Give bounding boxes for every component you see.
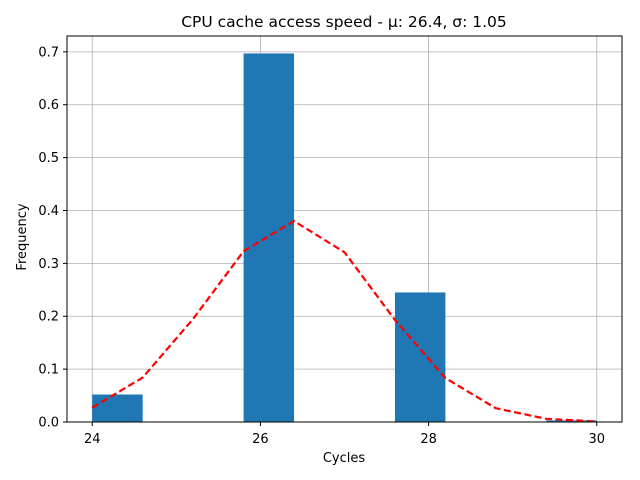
y-axis-label: Frequency [15,203,30,270]
x-tick-label: 24 [84,432,101,447]
x-tick-label: 30 [588,432,605,447]
histogram-bar [92,394,143,422]
x-axis-label: Cycles [323,451,366,466]
y-tick-label: 0.6 [38,98,59,113]
y-tick-label: 0.2 [38,310,59,325]
x-tick-label: 28 [420,432,437,447]
y-tick-label: 0.3 [38,257,59,272]
y-tick-label: 0.5 [38,151,59,166]
y-tick-label: 0.1 [38,363,59,378]
y-tick-label: 0.0 [38,416,59,431]
histogram-bar [394,292,446,422]
x-tick-label: 26 [252,432,269,447]
chart-title: CPU cache access speed - μ: 26.4, σ: 1.0… [181,13,507,31]
density-line [91,219,597,423]
histogram-bars [92,53,597,423]
histogram-bar [243,53,295,423]
tick-labels: 24 26 28 30 0.0 0.1 0.2 0.3 0.4 0.5 0.6 0.7 [38,45,605,447]
axes [63,35,623,426]
y-tick-label: 0.7 [38,45,59,60]
y-tick-label: 0.4 [38,204,59,219]
plot-frame [66,35,623,423]
density-curve [91,219,597,423]
